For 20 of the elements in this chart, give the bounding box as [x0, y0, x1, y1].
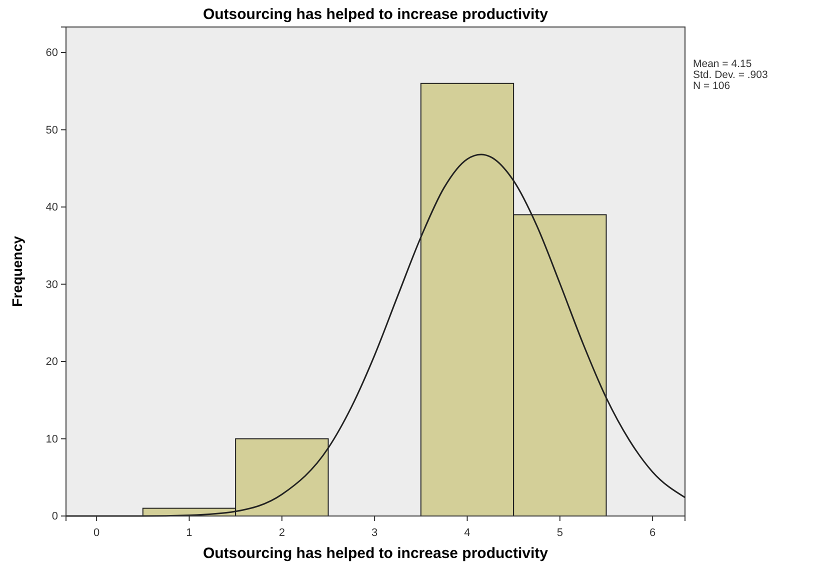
y-tick-label: 20	[46, 356, 58, 368]
x-tick-label: 6	[650, 527, 656, 540]
chart-title: Outsourcing has helped to increase productivity	[202, 6, 549, 23]
text: Mean = 4.15	[693, 58, 752, 70]
y-tick-label: 30	[46, 278, 58, 291]
y-tick-label: 60	[46, 47, 58, 60]
y-tick-label: 40	[46, 202, 58, 214]
y-tick-label: 0	[52, 510, 58, 523]
y-tick-label: 50	[46, 124, 58, 136]
x-tick-label: 0	[94, 527, 100, 540]
x-tick-label: 4	[464, 527, 470, 540]
text: Std. Dev. = .903	[693, 69, 768, 81]
x-tick-label: 2	[278, 527, 285, 540]
x-tick-label: 5	[556, 527, 563, 540]
text: N = 106	[693, 80, 730, 92]
x-axis-title: Outsourcing has helped to increase productivity	[202, 545, 549, 562]
y-axis-title: Frequency	[9, 236, 25, 307]
x-tick-label: 3	[372, 527, 378, 540]
x-tick-label: 1	[186, 527, 192, 540]
y-tick-label: 10	[46, 433, 58, 446]
